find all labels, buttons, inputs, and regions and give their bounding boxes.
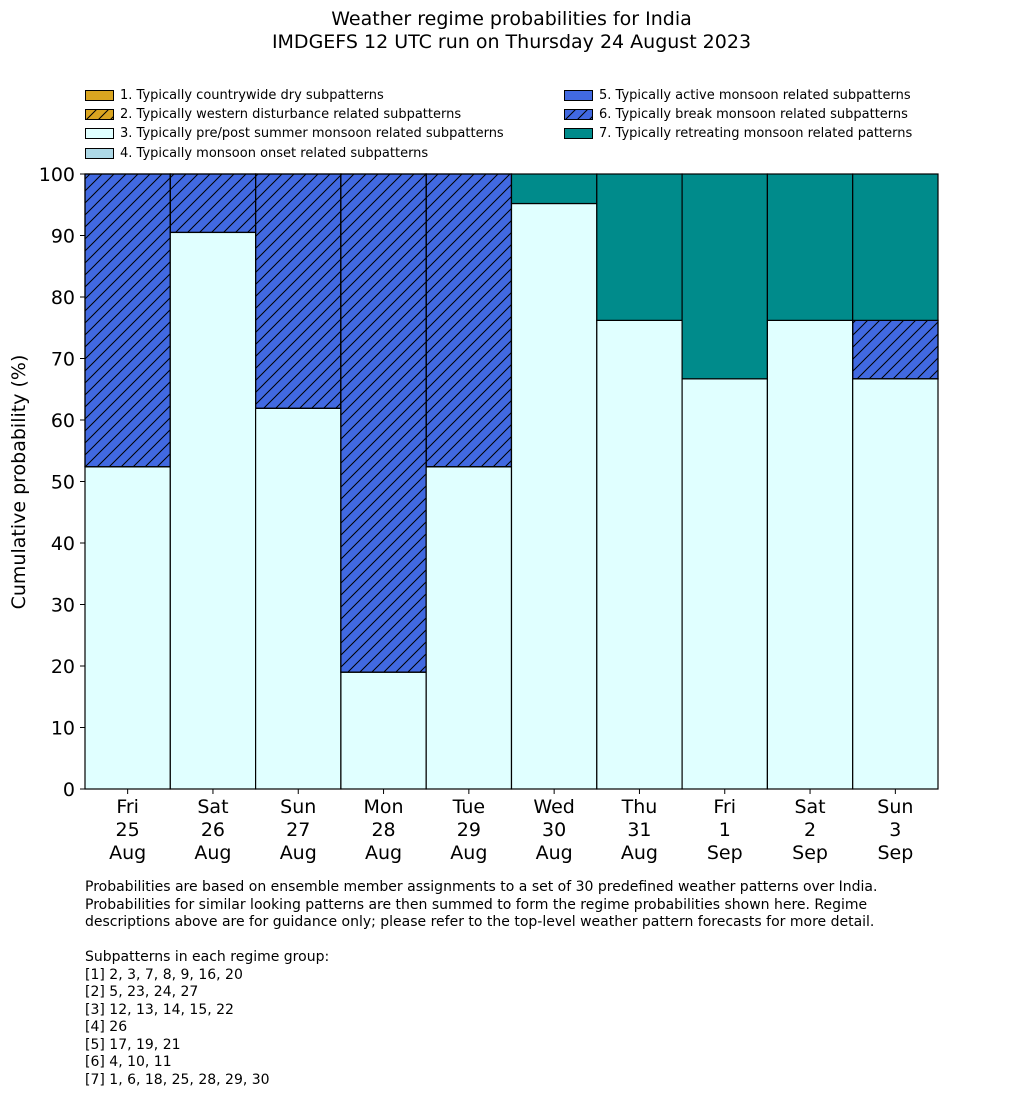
chart-title: Weather regime probabilities for India [331, 8, 692, 30]
regime-group-subpatterns: [2] 5, 23, 24, 27 [85, 984, 199, 1000]
x-tick-label: 26 [201, 819, 225, 841]
regime-group-subpatterns: [6] 4, 10, 11 [85, 1054, 172, 1070]
x-tick-label: Fri [116, 796, 139, 818]
x-tick-label: Sat [794, 796, 825, 818]
chart-subtitle: IMDGEFS 12 UTC run on Thursday 24 August… [271, 31, 752, 53]
x-tick-label: Thu [621, 796, 658, 818]
bar-segment-regime-3 [766, 319, 854, 790]
bar-segment-regime-7 [766, 173, 854, 321]
legend-item-regime-7: 7. Typically retreating monsoon related … [564, 125, 912, 141]
notes-paragraph: Probabilities are based on ensemble memb… [85, 879, 878, 930]
x-tick-label: Sep [792, 842, 828, 864]
bar-segment-regime-3 [169, 231, 257, 790]
legend-swatch [85, 147, 114, 159]
x-tick-label: 30 [542, 819, 566, 841]
x-tick-label: Aug [536, 842, 573, 864]
legend-item-regime-3: 3. Typically pre/post summer monsoon rel… [85, 125, 504, 141]
x-tick-label: 28 [371, 819, 395, 841]
bar-hatch-regime-6 [425, 173, 513, 468]
regime-group-subpatterns: [3] 12, 13, 14, 15, 22 [85, 1001, 234, 1018]
regime-group-subpatterns: [4] 26 [85, 1019, 128, 1035]
bar-segment-regime-3 [681, 378, 768, 790]
legend-item-regime-1: 1. Typically countrywide dry subpatterns [85, 87, 384, 103]
x-tick-label: Sat [197, 796, 228, 818]
legend-label: 1. Typically countrywide dry subpatterns [120, 87, 384, 103]
y-tick-label: 10 [51, 718, 75, 740]
legend-swatch [564, 127, 593, 139]
bar-segment-regime-3 [596, 319, 683, 790]
regime-group-subpatterns: [1] 2, 3, 7, 8, 9, 16, 20 [85, 966, 243, 983]
x-tick-label: 31 [627, 819, 651, 841]
notes-heading: Subpatterns in each regime group: [85, 949, 330, 965]
bar-segment-regime-3 [84, 466, 171, 790]
x-tick-label: 2 [804, 819, 816, 841]
bar-segment-regime-3 [852, 378, 939, 790]
x-tick-label: 29 [457, 819, 481, 841]
legend-swatch [85, 127, 114, 139]
x-tick-label: Aug [365, 842, 402, 864]
legend-item-regime-5: 5. Typically active monsoon related subp… [564, 87, 911, 103]
bar-segment-regime-7 [681, 173, 768, 380]
legend-swatch [85, 108, 114, 120]
legend-item-regime-2: 2. Typically western disturbance related… [85, 106, 461, 122]
legend-swatch [564, 89, 593, 101]
bar-segment-regime-7 [510, 173, 598, 205]
y-tick-label: 100 [39, 164, 75, 186]
x-tick-label: Sun [877, 796, 913, 818]
x-tick-label: Aug [280, 842, 317, 864]
legend-item-regime-4: 4. Typically monsoon onset related subpa… [85, 145, 428, 161]
y-tick-label: 20 [51, 656, 75, 678]
x-tick-label: Aug [621, 842, 658, 864]
x-tick-label: 25 [116, 819, 140, 841]
x-tick-label: Aug [194, 842, 231, 864]
regime-group-subpatterns: [5] 17, 19, 21 [85, 1036, 181, 1053]
y-tick-label: 30 [51, 595, 75, 617]
x-tick-label: Aug [109, 842, 146, 864]
x-tick-label: 1 [719, 819, 731, 841]
legend-swatch [85, 89, 114, 101]
bar-segment-regime-3 [510, 202, 598, 790]
y-tick-label: 70 [51, 349, 75, 371]
x-tick-label: Mon [364, 796, 404, 818]
bar-segment-regime-7 [852, 173, 939, 321]
y-axis-label: Cumulative probability (%) [8, 355, 30, 610]
bar-segment-regime-3 [340, 671, 427, 790]
x-tick-label: Sun [280, 796, 316, 818]
legend-label: 7. Typically retreating monsoon related … [599, 125, 913, 141]
y-tick-label: 0 [63, 779, 75, 801]
x-tick-label: 27 [286, 819, 310, 841]
legend-label: 2. Typically western disturbance related… [120, 106, 462, 122]
y-tick-label: 40 [51, 533, 75, 555]
legend-label: 4. Typically monsoon onset related subpa… [120, 145, 429, 161]
bar-hatch-regime-6 [852, 319, 939, 380]
y-tick-label: 60 [51, 410, 75, 432]
legend-item-regime-6: 6. Typically break monsoon related subpa… [564, 106, 908, 122]
bar-segment-regime-3 [255, 407, 342, 790]
bar-hatch-regime-6 [84, 173, 171, 468]
legend-label: 6. Typically break monsoon related subpa… [599, 106, 908, 122]
legend-swatch [564, 108, 593, 120]
x-tick-label: Aug [450, 842, 487, 864]
notes: Probabilities are based on ensemble memb… [85, 879, 877, 1089]
legend-label: 5. Typically active monsoon related subp… [599, 87, 911, 103]
bar-segment-regime-3 [425, 466, 513, 790]
plot-area: Fri25AugSat26AugSun27AugMon28AugTue29Aug… [8, 164, 939, 864]
y-tick-label: 90 [51, 226, 75, 248]
regime-group-subpatterns: [7] 1, 6, 18, 25, 28, 29, 30 [85, 1071, 270, 1088]
bar-hatch-regime-6 [340, 173, 427, 673]
x-tick-label: Sep [877, 842, 913, 864]
y-tick-label: 80 [51, 287, 75, 309]
bar-segment-regime-7 [596, 173, 683, 321]
y-tick-label: 50 [51, 472, 75, 494]
x-tick-label: Sep [707, 842, 743, 864]
x-tick-label: Wed [533, 796, 574, 818]
x-tick-label: Tue [452, 796, 485, 818]
bar-hatch-regime-6 [169, 173, 257, 234]
x-tick-label: 3 [889, 819, 901, 841]
x-tick-label: Fri [713, 796, 736, 818]
legend-label: 3. Typically pre/post summer monsoon rel… [120, 125, 504, 141]
bar-hatch-regime-6 [255, 173, 342, 409]
